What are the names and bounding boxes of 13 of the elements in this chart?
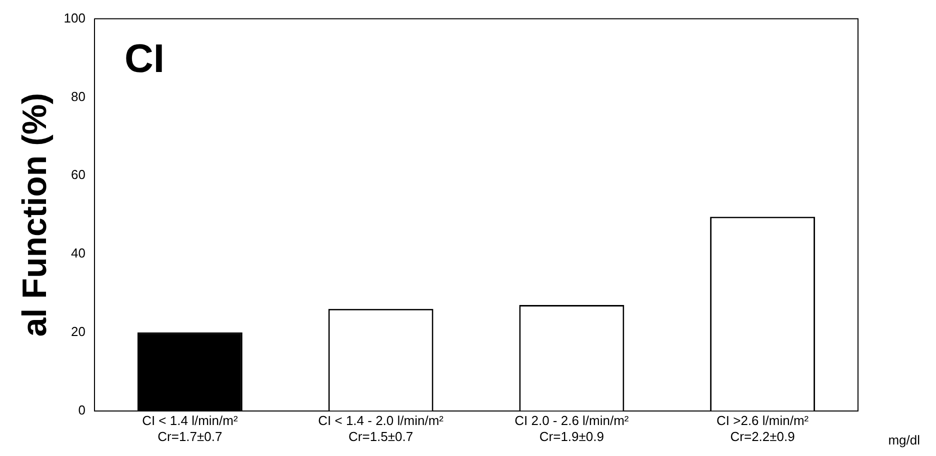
- y-tick-label: 20: [71, 324, 86, 339]
- y-axis-title: al Function (%): [16, 92, 54, 337]
- x-tick-label: CI >2.6 l/min/m² Cr=2.2±0.9: [716, 413, 810, 444]
- y-tick-label: 100: [64, 10, 86, 26]
- y-tick-label: 40: [71, 246, 86, 261]
- x-tick-label: CI < 1.4 l/min/m² Cr=1.7±0.7: [142, 413, 238, 444]
- y-tick-label: 0: [78, 402, 86, 418]
- x-tick-label: CI 2.0 - 2.6 l/min/m² Cr=1.9±0.9: [514, 413, 630, 444]
- text: CI: [124, 36, 164, 81]
- x-tick-label: CI < 1.4 - 2.0 l/min/m² Cr=1.5±0.7: [318, 413, 444, 444]
- text: mg/dl: [888, 432, 920, 448]
- y-tick-label: 80: [71, 88, 86, 104]
- y-tick-label: 60: [71, 167, 86, 182]
